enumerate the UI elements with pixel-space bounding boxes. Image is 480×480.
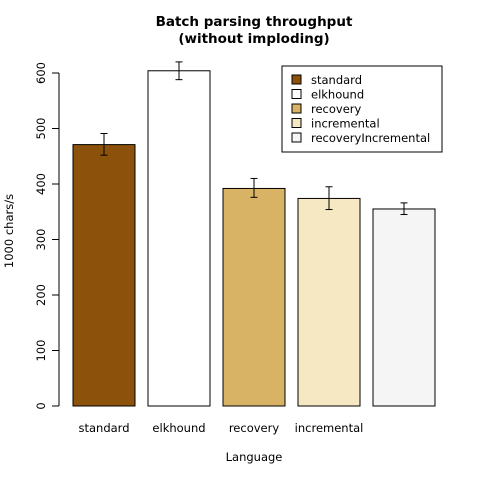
legend-swatch: [291, 89, 302, 99]
x-tick-label: recovery: [229, 421, 280, 435]
y-tick-label: 600: [34, 62, 48, 84]
x-axis-label: Language: [226, 450, 283, 464]
legend-swatch: [291, 103, 302, 114]
legend-swatch: [291, 132, 302, 143]
error-bar: [325, 186, 333, 211]
error-bar: [250, 177, 258, 198]
legend-swatch: [291, 74, 302, 85]
error-bar: [400, 202, 408, 216]
legend-swatch: [291, 118, 302, 128]
legend: standardelkhoundrecoveryincrementalrecov…: [281, 65, 443, 153]
y-tick-label: 0: [34, 402, 48, 409]
legend-label: recovery: [311, 102, 362, 116]
legend-label: incremental: [311, 117, 380, 131]
legend-label: standard: [311, 73, 362, 87]
chart-title-line-1: Batch parsing throughput: [156, 14, 353, 30]
chart-title-line-2: (without imploding): [178, 31, 329, 47]
x-tick-label: incremental: [295, 421, 364, 435]
bar: [147, 70, 211, 407]
y-axis: 0 100 200 300 400 500 600: [34, 62, 60, 410]
y-tick-label: 100: [34, 340, 48, 362]
bars: [72, 61, 436, 407]
x-axis-tick-labels: standard elkhound recovery incremental: [78, 421, 363, 435]
bar: [222, 187, 286, 407]
y-tick-label: 500: [34, 118, 48, 140]
legend-label: recoveryIncremental: [311, 131, 430, 145]
y-tick-label: 400: [34, 173, 48, 195]
legend-box: [281, 65, 443, 153]
x-tick-label: elkhound: [152, 421, 205, 435]
bar: [297, 197, 361, 407]
x-tick-label: standard: [78, 421, 129, 435]
y-axis-label: 1000 chars/s: [2, 194, 16, 268]
bar: [72, 144, 136, 407]
y-tick-label: 200: [34, 284, 48, 306]
y-tick-label: 300: [34, 229, 48, 251]
legend-label: elkhound: [311, 88, 364, 102]
bar: [372, 208, 436, 407]
error-bar: [100, 132, 108, 156]
error-bar: [175, 61, 183, 81]
